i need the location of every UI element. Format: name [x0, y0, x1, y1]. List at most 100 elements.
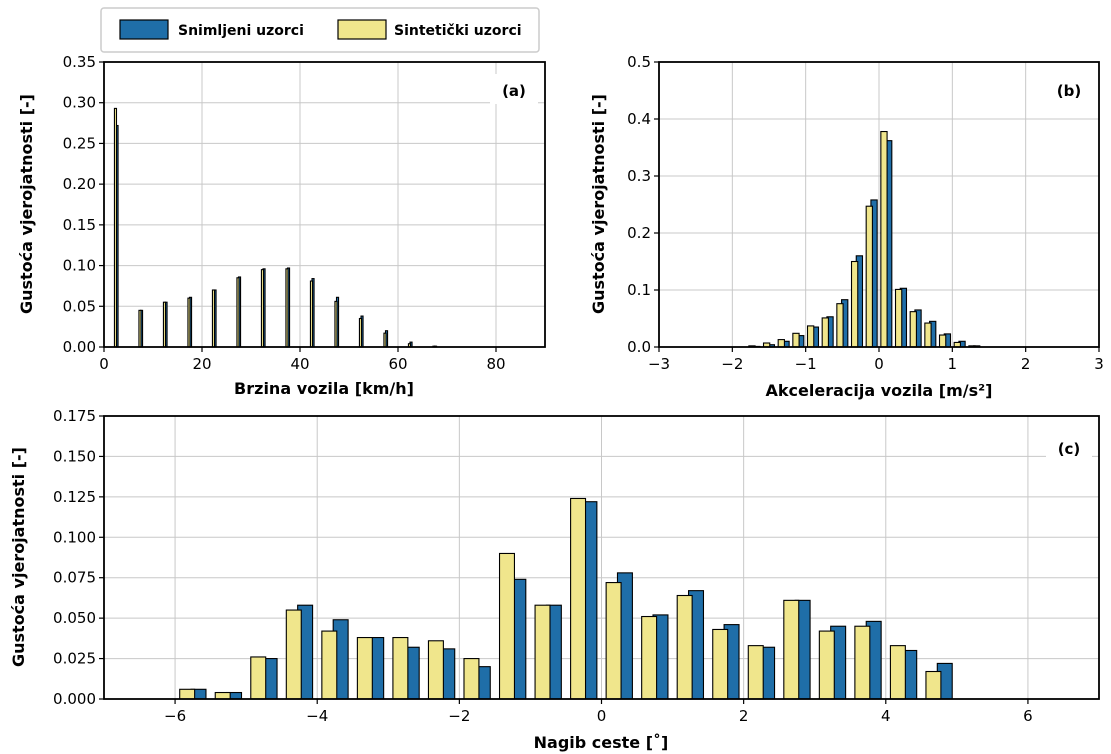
y-tick-label: 0.0: [627, 338, 651, 356]
y-tick-label: 0.30: [63, 94, 96, 112]
panel-label-box: [490, 74, 538, 104]
x-tick-label: 2: [739, 707, 749, 725]
x-tick-label: 0: [99, 355, 109, 373]
x-tick-label: 0: [597, 707, 607, 725]
panel-label-box: [1046, 74, 1092, 104]
bar-synthetic: [427, 640, 444, 700]
bar-synthetic: [356, 636, 373, 700]
bar-synthetic: [113, 107, 118, 348]
y-tick-label: 0.2: [627, 224, 651, 242]
chart-panel-a: 0 20 40 60 80 0.00 0.05 0.10 0.15 0.20 0.25 0.30 0.3…: [17, 53, 546, 398]
x-tick-label: 6: [1023, 707, 1033, 725]
bar-synthetic: [383, 332, 387, 348]
bars: [179, 497, 953, 700]
bar-synthetic: [309, 280, 314, 348]
bar-synthetic: [211, 289, 216, 348]
x-tick-label: 20: [192, 355, 211, 373]
bar-synthetic: [334, 300, 338, 348]
x-tick-label: −1: [795, 355, 817, 373]
x-tick-label: −6: [164, 707, 186, 725]
bar-synthetic: [676, 594, 693, 700]
bar-synthetic: [777, 339, 785, 348]
x-axis-label: Brzina vozila [km/h]: [234, 379, 414, 398]
bar-synthetic: [570, 497, 587, 700]
x-tick-label: 80: [486, 355, 505, 373]
y-tick-label: 0.00: [63, 338, 96, 356]
bar-synthetic: [392, 636, 409, 700]
y-tick-label: 0.150: [53, 447, 96, 465]
y-tick-label: 0.075: [53, 569, 96, 587]
x-tick-label: 60: [388, 355, 407, 373]
bars: [748, 130, 981, 348]
bar-synthetic: [285, 268, 289, 348]
bar-synthetic: [260, 269, 265, 348]
bar-synthetic: [836, 303, 844, 348]
y-tick-label: 0.5: [627, 53, 651, 71]
panel-label: (a): [502, 82, 526, 100]
x-tick-label: 40: [290, 355, 309, 373]
bars: [113, 107, 438, 348]
x-tick-label: 3: [1094, 355, 1104, 373]
x-tick-label: 0: [874, 355, 884, 373]
grid: [104, 415, 1099, 700]
x-tick-label: −2: [448, 707, 470, 725]
y-axis-label: Gustoća vjerojatnosti [-]: [9, 447, 28, 667]
bar-synthetic: [925, 670, 942, 700]
bar-synthetic: [321, 630, 338, 700]
y-tick-label: 0.000: [53, 690, 96, 708]
y-tick-label: 0.100: [53, 528, 96, 546]
bar-synthetic: [924, 322, 932, 348]
tick-labels: 0 20 40 60 80 0.00 0.05 0.10 0.15 0.20 0.25 0.30 0.3…: [63, 53, 506, 373]
y-tick-label: 0.35: [63, 53, 96, 71]
tick-labels: −6 −4 −2 0 2 4 6 0.000 0.025 0.050 0.075 0.100 0.125…: [53, 407, 1033, 725]
legend-swatch-synthetic: [337, 19, 387, 40]
x-tick-label: 4: [881, 707, 891, 725]
plot-frame: [103, 61, 546, 348]
x-tick-label: 2: [1021, 355, 1031, 373]
bar-synthetic: [463, 658, 480, 700]
grid: [658, 61, 1100, 348]
bar-synthetic: [214, 691, 231, 700]
bar-synthetic: [818, 630, 835, 700]
x-tick-label: −2: [721, 355, 743, 373]
bar-synthetic: [358, 317, 363, 348]
bar-synthetic: [806, 325, 815, 348]
y-tick-label: 0.1: [627, 281, 651, 299]
grid: [103, 61, 545, 348]
bar-synthetic: [938, 334, 947, 348]
y-axis-label: Gustoća vjerojatnosti [-]: [589, 94, 608, 314]
bar-synthetic: [236, 277, 240, 348]
y-axis-label: Gustoća vjerojatnosti [-]: [17, 94, 36, 314]
bar-synthetic: [162, 301, 167, 348]
bar-synthetic: [534, 604, 551, 700]
x-axis-label: Nagib ceste [˚]: [534, 733, 669, 752]
y-tick-label: 0.05: [63, 297, 96, 315]
y-tick-label: 0.3: [627, 167, 651, 185]
bar-synthetic: [909, 311, 917, 348]
y-tick-label: 0.20: [63, 175, 96, 193]
legend: Snimljeni uzorci Sintetički uzorci: [100, 7, 540, 53]
chart-panel-b: −3 −2 −1 0 1 2 3 0.0 0.1 0.2 0.3 0.4 0.5 (b) Akceler…: [589, 53, 1104, 400]
y-tick-label: 0.050: [53, 609, 96, 627]
legend-label-synthetic: Sintetički uzorci: [394, 23, 522, 39]
y-tick-label: 0.175: [53, 407, 96, 425]
bar-synthetic: [783, 599, 800, 700]
bar-synthetic: [250, 656, 267, 700]
bar-synthetic: [605, 582, 622, 700]
legend-swatch-recorded: [119, 19, 169, 40]
bar-synthetic: [498, 552, 516, 700]
bar-synthetic: [179, 688, 196, 700]
panel-label: (b): [1057, 82, 1081, 100]
bar-synthetic: [854, 625, 871, 700]
bar-synthetic: [138, 309, 142, 348]
bar-synthetic: [792, 332, 800, 348]
panel-label: (c): [1058, 440, 1081, 458]
y-tick-label: 0.125: [53, 488, 96, 506]
y-tick-label: 0.10: [63, 257, 96, 275]
x-tick-label: −3: [648, 355, 670, 373]
x-tick-label: −4: [306, 707, 328, 725]
x-tick-label: 1: [948, 355, 958, 373]
bar-synthetic: [850, 260, 859, 348]
bar-synthetic: [894, 288, 903, 348]
